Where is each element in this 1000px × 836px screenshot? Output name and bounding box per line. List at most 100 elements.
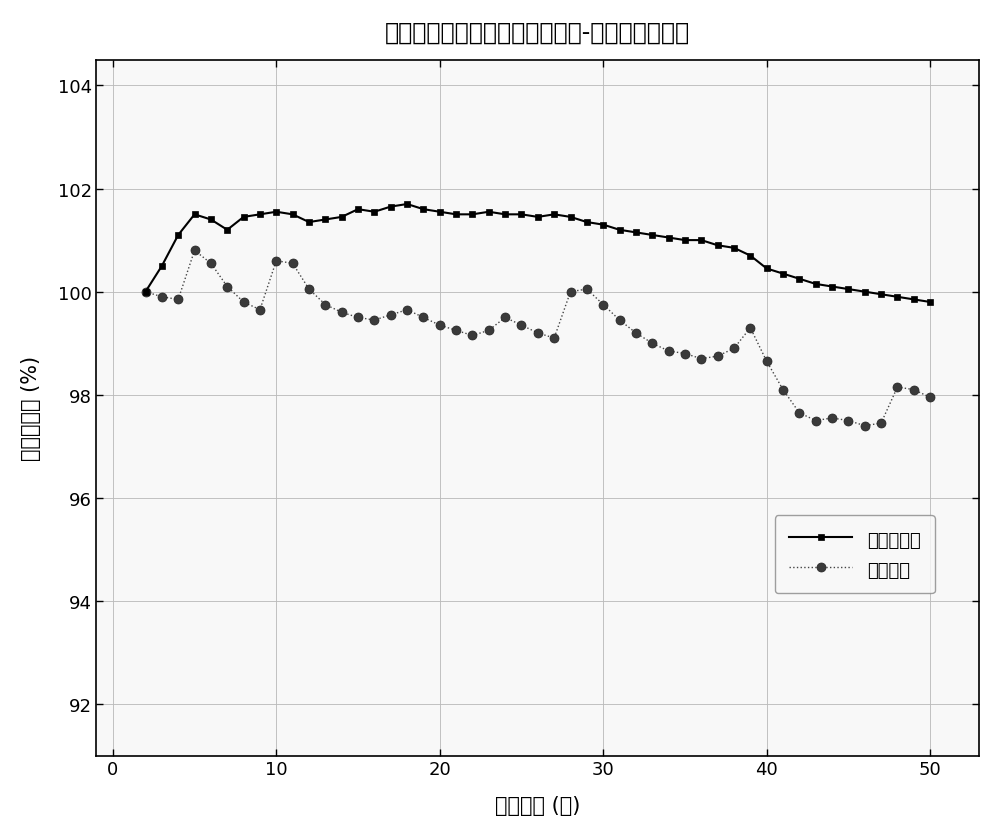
多项式配组 xyxy=(859,288,871,298)
常规配组 xyxy=(499,313,511,323)
多项式配组 xyxy=(189,210,201,220)
常规配组 xyxy=(417,313,429,323)
多项式配组 xyxy=(401,200,413,210)
多项式配组 xyxy=(352,205,364,215)
常规配组 xyxy=(450,326,462,336)
多项式配组 xyxy=(597,221,609,231)
多项式配组 xyxy=(924,298,936,308)
多项式配组 xyxy=(630,228,642,238)
多项式配组 xyxy=(156,262,168,272)
常规配组 xyxy=(744,324,756,334)
多项式配组 xyxy=(744,252,756,262)
常规配组 xyxy=(303,285,315,295)
Line: 常规配组: 常规配组 xyxy=(141,247,935,431)
常规配组 xyxy=(777,385,789,395)
常规配组 xyxy=(859,421,871,431)
常规配组 xyxy=(254,305,266,315)
常规配组 xyxy=(891,383,903,393)
多项式配组 xyxy=(319,215,331,225)
常规配组 xyxy=(221,282,233,292)
Line: 多项式配组: 多项式配组 xyxy=(142,201,934,306)
多项式配组 xyxy=(793,274,805,284)
多项式配组 xyxy=(172,231,184,241)
常规配组 xyxy=(548,334,560,344)
常规配组 xyxy=(336,308,348,318)
常规配组 xyxy=(793,408,805,418)
多项式配组 xyxy=(254,210,266,220)
常规配组 xyxy=(761,357,773,367)
多项式配组 xyxy=(646,231,658,241)
常规配组 xyxy=(270,257,282,267)
多项式配组 xyxy=(826,282,838,292)
多项式配组 xyxy=(483,207,495,217)
多项式配组 xyxy=(205,215,217,225)
多项式配组 xyxy=(581,217,593,227)
常规配组 xyxy=(385,310,397,320)
多项式配组 xyxy=(368,207,380,217)
X-axis label: 循环周期 (次): 循环周期 (次) xyxy=(495,795,581,815)
多项式配组 xyxy=(450,210,462,220)
多项式配组 xyxy=(238,212,250,222)
多项式配组 xyxy=(875,290,887,300)
常规配组 xyxy=(908,385,920,395)
多项式配组 xyxy=(515,210,527,220)
多项式配组 xyxy=(712,241,724,251)
常规配组 xyxy=(597,300,609,310)
常规配组 xyxy=(712,352,724,362)
常规配组 xyxy=(630,329,642,339)
常规配组 xyxy=(695,354,707,364)
常规配组 xyxy=(319,300,331,310)
多项式配组 xyxy=(761,264,773,274)
常规配组 xyxy=(483,326,495,336)
多项式配组 xyxy=(303,217,315,227)
常规配组 xyxy=(532,329,544,339)
常规配组 xyxy=(238,298,250,308)
常规配组 xyxy=(826,414,838,424)
常规配组 xyxy=(728,344,740,354)
Legend: 多项式配组, 常规配组: 多项式配组, 常规配组 xyxy=(775,516,935,594)
多项式配组 xyxy=(548,210,560,220)
常规配组 xyxy=(401,305,413,315)
多项式配组 xyxy=(417,205,429,215)
多项式配组 xyxy=(679,236,691,246)
常规配组 xyxy=(679,349,691,359)
多项式配组 xyxy=(810,279,822,289)
常规配组 xyxy=(875,419,887,429)
多项式配组 xyxy=(663,233,675,243)
常规配组 xyxy=(663,346,675,356)
常规配组 xyxy=(842,416,854,426)
常规配组 xyxy=(156,293,168,303)
多项式配组 xyxy=(777,269,789,279)
多项式配组 xyxy=(842,285,854,295)
多项式配组 xyxy=(336,212,348,222)
常规配组 xyxy=(368,316,380,326)
多项式配组 xyxy=(908,295,920,305)
多项式配组 xyxy=(695,236,707,246)
多项式配组 xyxy=(499,210,511,220)
Title: 多项式配组与常规配组循环周期-容量保持率曲线: 多项式配组与常规配组循环周期-容量保持率曲线 xyxy=(385,21,690,45)
常规配组 xyxy=(140,288,152,298)
常规配组 xyxy=(515,321,527,331)
多项式配组 xyxy=(221,226,233,236)
常规配组 xyxy=(581,285,593,295)
常规配组 xyxy=(924,393,936,403)
常规配组 xyxy=(466,331,478,341)
常规配组 xyxy=(565,288,577,298)
多项式配组 xyxy=(728,243,740,253)
常规配组 xyxy=(172,295,184,305)
常规配组 xyxy=(614,316,626,326)
常规配组 xyxy=(287,259,299,269)
多项式配组 xyxy=(466,210,478,220)
多项式配组 xyxy=(140,288,152,298)
多项式配组 xyxy=(565,212,577,222)
多项式配组 xyxy=(614,226,626,236)
常规配组 xyxy=(352,313,364,323)
常规配组 xyxy=(810,416,822,426)
常规配组 xyxy=(205,259,217,269)
多项式配组 xyxy=(891,293,903,303)
Y-axis label: 容量保持率 (%): 容量保持率 (%) xyxy=(21,355,41,461)
多项式配组 xyxy=(385,202,397,212)
多项式配组 xyxy=(532,212,544,222)
常规配组 xyxy=(189,246,201,256)
常规配组 xyxy=(646,339,658,349)
